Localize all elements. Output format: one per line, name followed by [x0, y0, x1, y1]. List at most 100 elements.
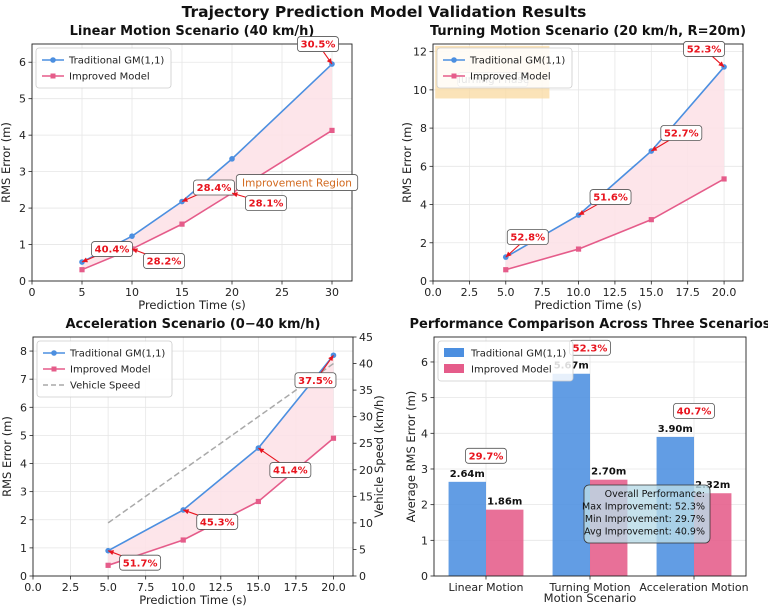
- y-axis-label: RMS Error (m): [0, 122, 13, 203]
- y-tick-label: 4: [20, 458, 27, 471]
- x-tick-label: Linear Motion: [449, 581, 524, 594]
- legend-swatch: [444, 348, 464, 357]
- annotation-box: [297, 36, 339, 52]
- legend-marker: [451, 73, 457, 79]
- y2-tick-label: 15: [359, 490, 373, 503]
- annotation-label: 28.1%: [249, 199, 284, 210]
- y-tick-label: 5: [20, 429, 27, 442]
- legend-label: Improved Model: [470, 72, 551, 83]
- overall-performance-box: [583, 484, 711, 544]
- y2-tick-label: 40: [359, 358, 373, 371]
- y2-tick-label: 45: [359, 331, 373, 344]
- y-tick-label: 1: [421, 534, 428, 547]
- traditional-point: [129, 233, 135, 239]
- legend-box: [36, 340, 173, 398]
- x-tick-label: 15.0: [246, 581, 271, 594]
- legend-marker: [51, 366, 57, 372]
- improved-bar-value: 2.70m: [591, 467, 626, 478]
- improved-point: [179, 221, 185, 227]
- x-tick-label: 5.0: [497, 286, 515, 299]
- y-tick-label: 1: [19, 239, 26, 252]
- y-tick-label: 1: [20, 542, 27, 555]
- annotation-arrowhead: [183, 509, 190, 515]
- legend-marker: [51, 350, 57, 356]
- y-tick-label: 2: [19, 202, 26, 215]
- annotation-label: 45.3%: [200, 518, 235, 529]
- y-axis-label: RMS Error (m): [400, 122, 414, 203]
- y-tick-label: 3: [421, 463, 428, 476]
- legend-label: Traditional GM(1,1): [470, 349, 566, 360]
- x-tick-label: 7.5: [137, 581, 155, 594]
- panel-title: Linear Motion Scenario (40 km/h): [70, 24, 315, 39]
- annotation-box: [196, 514, 239, 530]
- annotation-label: 40.4%: [95, 245, 130, 256]
- improved-point: [180, 537, 186, 543]
- x-tick-label: 25: [275, 286, 289, 299]
- legend-marker: [451, 57, 457, 63]
- legend-box: [436, 47, 573, 89]
- improved-point: [255, 498, 261, 505]
- panel-title: Turning Motion Scenario (20 km/h, R=20m): [430, 24, 746, 39]
- annotation-arrowhead: [651, 146, 658, 152]
- y-tick-label: 4: [19, 129, 26, 142]
- annotation-arrowhead: [505, 251, 512, 258]
- x-tick-label: 15: [175, 286, 189, 299]
- improvement-region-fill: [108, 355, 334, 566]
- improved-point: [721, 176, 727, 182]
- y-tick-label: 8: [20, 345, 27, 358]
- annotation-box: [660, 125, 703, 141]
- legend-box: [437, 340, 574, 382]
- annotation-label: 52.3%: [687, 45, 722, 56]
- annotation-box: [294, 372, 337, 389]
- improved-point: [330, 435, 337, 441]
- acceleration-panel: 0.0 2.5 5.0 7.5 10.0 12.5 15.0 17.5 20.001234567…: [0, 317, 386, 607]
- annotation-box: [589, 189, 632, 205]
- y-tick-label: 2: [20, 514, 27, 527]
- annotation-label: 28.2%: [147, 257, 182, 268]
- improvement-region-note: Improvement Region: [242, 178, 352, 190]
- overall-performance-line: Min Improvement: 29.7%: [585, 514, 705, 525]
- legend-label: Traditional GM(1,1): [68, 56, 164, 67]
- annotation-arrowhead: [718, 61, 725, 67]
- improved-series-line: [505, 178, 725, 271]
- annotation-arrowhead: [108, 550, 115, 555]
- legend-label: Traditional GM(1,1): [69, 349, 165, 360]
- y-tick-label: 6: [19, 56, 26, 69]
- annotation-arrowhead: [232, 192, 238, 198]
- y-tick-label: 0: [20, 570, 27, 583]
- y-tick-label: 3: [19, 166, 26, 179]
- y-tick-label: 4: [421, 427, 428, 440]
- y2-axis-label: Vehicle Speed (km/h): [372, 395, 386, 518]
- annotation-box: [119, 554, 162, 571]
- improved-point: [503, 267, 509, 273]
- improved-point: [79, 267, 85, 273]
- y-tick-label: 5: [19, 93, 26, 106]
- improvement-badge: 52.3%: [573, 343, 608, 354]
- improvement-region-note-box: [235, 174, 359, 191]
- x-axis-label: Motion Scenario: [544, 591, 637, 605]
- linear-motion-panel: 0 5 10 15 20 25 30 0 1 2 3 4 5 6 Linear Motion Scenari…: [0, 24, 359, 312]
- turning-motion-panel: 0.0 2.5 5.0 7.5 10.0 12.5 15.0 17.5 20.0 0 2 4 6 8 10 1…: [400, 24, 746, 312]
- y-tick-label: 6: [421, 356, 428, 369]
- axes-frame: [32, 336, 354, 577]
- x-tick-label: 0: [29, 286, 36, 299]
- x-tick-label: 0.0: [24, 581, 42, 594]
- x-tick-label: 10.0: [171, 581, 196, 594]
- annotation-label: 52.8%: [510, 233, 545, 244]
- annotation-label: 51.6%: [593, 193, 628, 204]
- improvement-region-fill: [505, 66, 725, 270]
- y-tick-label: 0: [19, 275, 26, 288]
- panel-title: Performance Comparison Across Three Scen…: [409, 317, 768, 332]
- y-tick-label: 4: [420, 199, 427, 212]
- annotation-arrowhead: [182, 196, 188, 202]
- improved-bar-value: 1.86m: [487, 497, 522, 508]
- y-tick-label: 8: [420, 122, 427, 135]
- x-tick-label: 12.5: [209, 581, 234, 594]
- annotation-label: 41.4%: [273, 466, 308, 477]
- x-tick-label: 20: [225, 286, 239, 299]
- y2-tick-label: 0: [359, 570, 366, 583]
- legend-marker: [50, 73, 56, 79]
- vehicle-speed-line: [107, 362, 334, 524]
- legend-label: Vehicle Speed: [70, 381, 140, 392]
